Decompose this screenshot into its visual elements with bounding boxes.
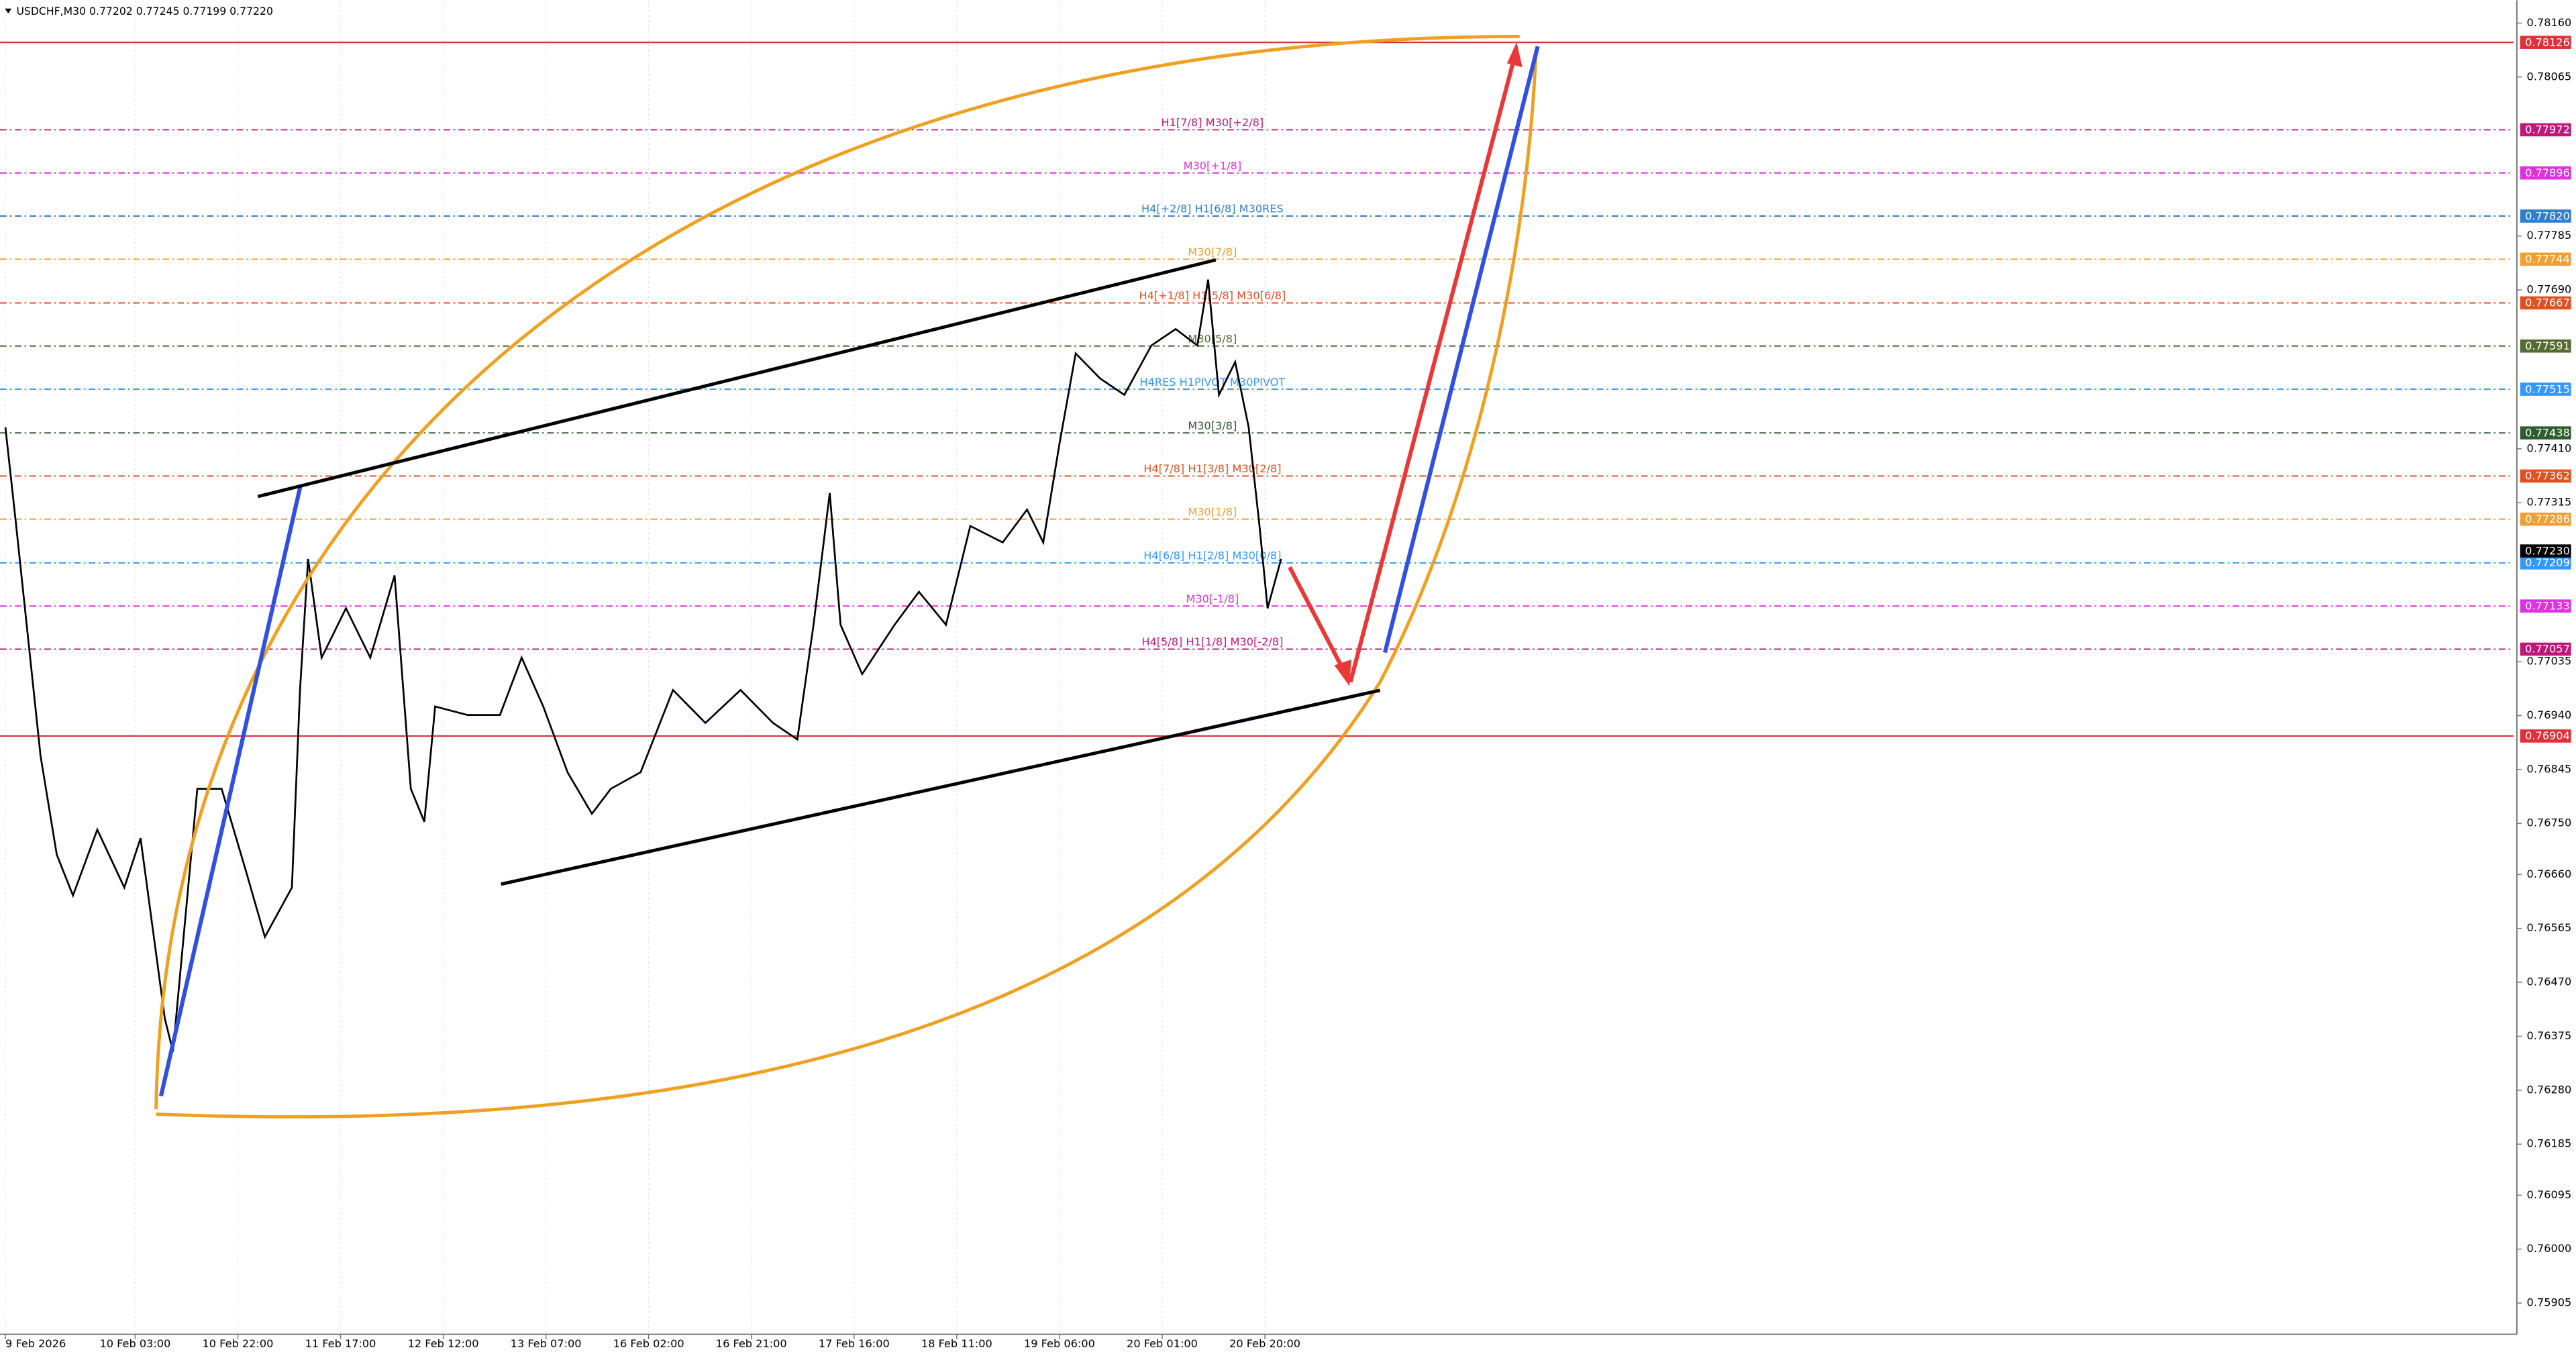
y-tick-label: 0.76940 (2527, 709, 2572, 721)
price-tag (2520, 382, 2571, 396)
price-tag-label: 0.76904 (2525, 729, 2570, 742)
trend-line (501, 688, 1381, 886)
x-tick-label: 19 Feb 06:00 (1024, 1337, 1095, 1350)
level-label: M30[3/8] (1188, 419, 1237, 432)
price-tag (2520, 642, 2571, 656)
y-tick-label: 0.77035 (2527, 655, 2572, 668)
level-label: M30[5/8] (1188, 332, 1237, 345)
y-tick-label: 0.76375 (2527, 1029, 2572, 1042)
level-label: H1[7/8] M30[+2/8] (1162, 116, 1264, 129)
y-tick-label: 0.76185 (2527, 1137, 2572, 1150)
last-price-label: 0.77230 (2525, 544, 2570, 557)
axes: 9 Feb 2026 10 Feb 03:00 10 Feb 22:00 11 Feb… (5, 16, 2571, 1350)
y-tick-label: 0.76095 (2527, 1188, 2572, 1201)
price-tag (2520, 209, 2571, 223)
price-tag-label: 0.77438 (2525, 426, 2570, 439)
orange-curve (154, 34, 1520, 1110)
price-tag-label: 0.77667 (2525, 297, 2570, 309)
drawings (154, 34, 1540, 1119)
trend-line (257, 258, 1217, 499)
y-tick-label: 0.77690 (2527, 283, 2572, 296)
x-tick-label: 20 Feb 01:00 (1127, 1337, 1198, 1350)
y-tick-label: 0.76000 (2527, 1242, 2572, 1255)
price-tag (2520, 339, 2571, 353)
y-tick-label: 0.76750 (2527, 817, 2572, 829)
price-line (4, 279, 1282, 1052)
price-tag-label: 0.77362 (2525, 470, 2570, 482)
price-tag (2520, 36, 2571, 49)
last-price-tag (2520, 544, 2571, 558)
x-tick-label: 16 Feb 21:00 (716, 1337, 787, 1350)
arrow-head (1506, 42, 1523, 68)
price (4, 279, 1282, 1052)
x-tick-label: 20 Feb 20:00 (1229, 1337, 1300, 1350)
x-tick-label: 16 Feb 02:00 (613, 1337, 684, 1350)
red-arrow (1288, 566, 1349, 678)
y-tick-label: 0.76660 (2527, 868, 2572, 880)
x-tick-label: 10 Feb 22:00 (203, 1337, 274, 1350)
title-marker (5, 8, 12, 14)
x-tick-label: 12 Feb 12:00 (408, 1337, 479, 1350)
level-label: M30[7/8] (1188, 246, 1237, 258)
y-tick-label: 0.76845 (2527, 762, 2572, 775)
symbol-title: USDCHF,M30 0.77202 0.77245 0.77199 0.772… (16, 5, 272, 17)
price-tag-label: 0.77286 (2525, 513, 2570, 525)
level-label: M30[-1/8] (1186, 592, 1239, 605)
x-tick-label: 18 Feb 11:00 (921, 1337, 992, 1350)
price-tag (2520, 296, 2571, 310)
y-tick-label: 0.77785 (2527, 229, 2572, 242)
price-tag (2520, 426, 2571, 439)
level-label: M30[+1/8] (1184, 159, 1242, 172)
price-tag-label: 0.77972 (2525, 123, 2570, 136)
y-tick-label: 0.77315 (2527, 496, 2572, 509)
price-tag (2520, 252, 2571, 266)
price-tag (2520, 556, 2571, 570)
level-label: H4RES H1PIVOT M30PIVOT (1139, 376, 1285, 388)
price-tag (2520, 599, 2571, 613)
price-tag-label: 0.77515 (2525, 382, 2570, 395)
y-tick-label: 0.76280 (2527, 1083, 2572, 1096)
price-tag-label: 0.77133 (2525, 599, 2570, 612)
x-tick-label: 11 Feb 17:00 (305, 1337, 376, 1350)
orange-curve (156, 49, 1538, 1119)
arrow-head (1334, 660, 1351, 686)
y-tick-label: 0.78160 (2527, 16, 2572, 29)
y-tick-label: 0.75905 (2527, 1296, 2572, 1309)
y-tick-label: 0.76470 (2527, 976, 2572, 988)
level-label: H4[7/8] H1[3/8] M30[2/8] (1143, 462, 1281, 475)
price-tag-label: 0.77744 (2525, 253, 2570, 266)
price-tag (2520, 469, 2571, 483)
y-tick-label: 0.77410 (2527, 441, 2572, 454)
level-label: H4[+1/8] H1[5/8] M30[6/8] (1139, 289, 1286, 302)
price-tag (2520, 729, 2571, 743)
level-label: H4[6/8] H1[2/8] M30[0/8] (1143, 550, 1281, 562)
grid (5, 0, 1266, 1335)
x-tick-label: 10 Feb 03:00 (99, 1337, 170, 1350)
price-tag-label: 0.77820 (2525, 209, 2570, 222)
price-tag-label: 0.77896 (2525, 166, 2570, 179)
level-label: H4[+2/8] H1[6/8] M30RES (1141, 203, 1284, 215)
price-tag (2520, 512, 2571, 526)
price-tag-label: 0.78126 (2525, 36, 2570, 48)
red-arrow (1348, 56, 1517, 683)
y-tick-label: 0.76565 (2527, 921, 2572, 934)
price-tag-label: 0.77209 (2525, 556, 2570, 569)
x-tick-label: 13 Feb 07:00 (511, 1337, 582, 1350)
level-label: H4[5/8] H1[1/8] M30[-2/8] (1141, 635, 1283, 648)
y-tick-label: 0.78065 (2527, 70, 2572, 83)
price-tag (2520, 123, 2571, 137)
blue-line (158, 484, 303, 1097)
price-tag-label: 0.77057 (2525, 643, 2570, 656)
x-tick-label: 9 Feb 2026 (5, 1337, 66, 1350)
x-tick-label: 17 Feb 16:00 (819, 1337, 890, 1350)
price-tag-label: 0.77591 (2525, 340, 2570, 352)
price-tag (2520, 166, 2571, 180)
level-label: M30[1/8] (1188, 505, 1237, 518)
blue-line (1382, 46, 1540, 654)
